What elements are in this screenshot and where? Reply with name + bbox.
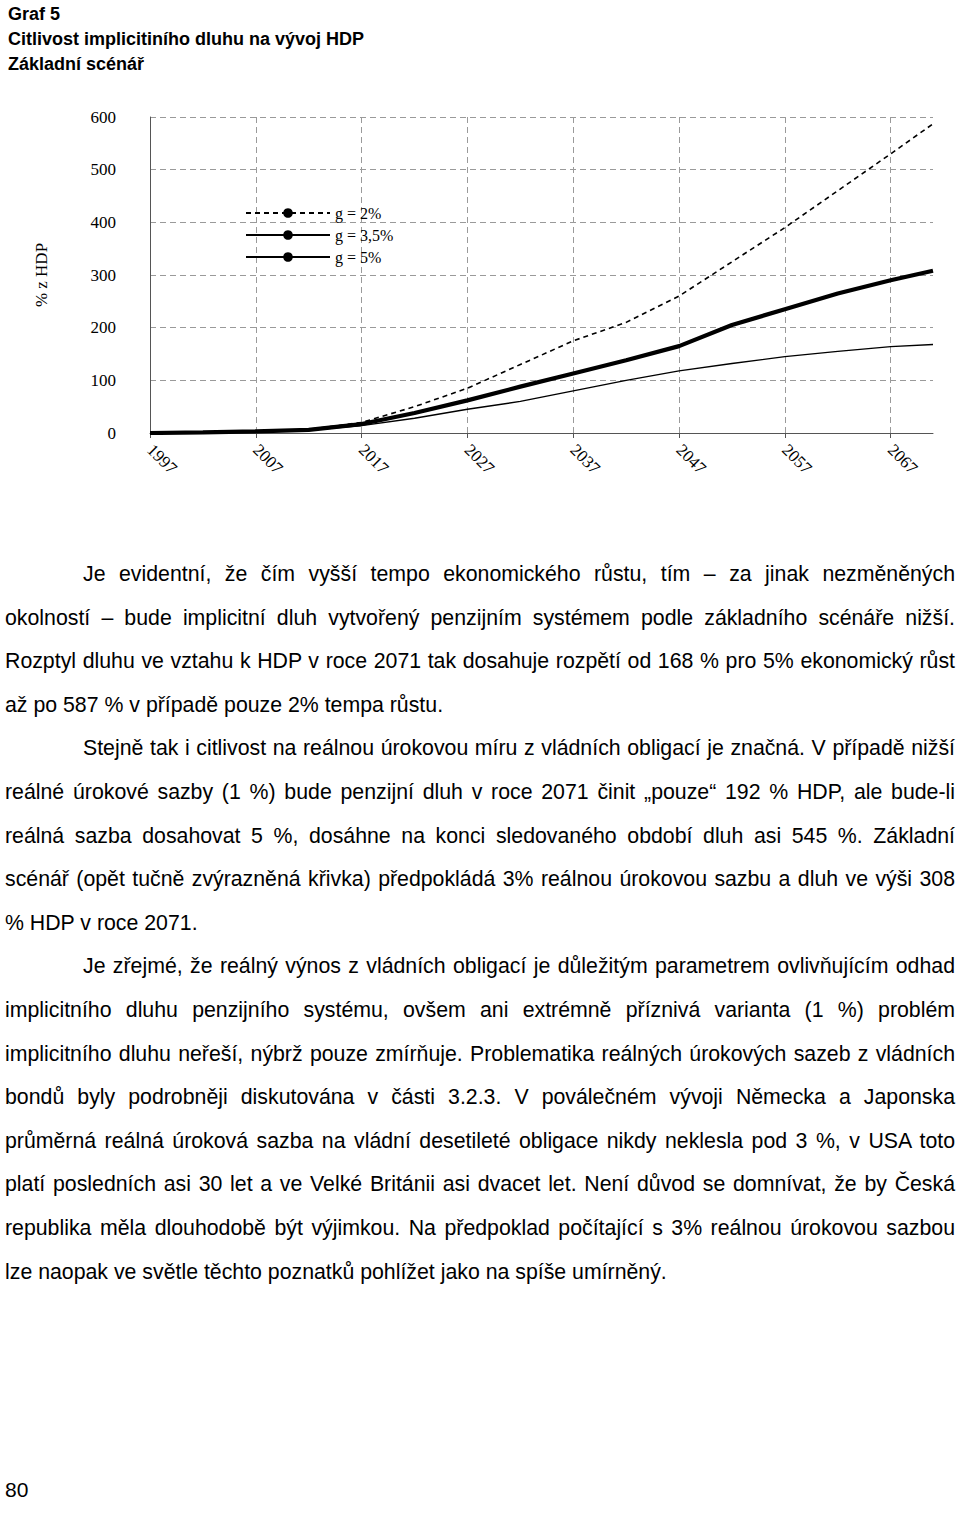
svg-text:2057: 2057	[778, 440, 815, 477]
html-text:Je zřejmé, že reálný výnos z v: Je zřejmé, že reálný výnos z vládních ob…	[5, 954, 955, 1284]
svg-text:100: 100	[91, 371, 117, 390]
svg-text:2007: 2007	[249, 440, 286, 477]
html-text:Je evidentní, že čím vyšší tem: Je evidentní, že čím vyšší tempo ekonomi…	[5, 562, 955, 717]
svg-text:2047: 2047	[672, 440, 709, 477]
svg-text:0: 0	[108, 424, 117, 443]
svg-text:% z HDP: % z HDP	[32, 243, 51, 307]
svg-text:200: 200	[91, 318, 117, 337]
html-text:Základní scénář: Základní scénář	[8, 54, 145, 74]
svg-text:g = 2%: g = 2%	[335, 205, 381, 223]
html-text:80: 80	[5, 1478, 29, 1501]
svg-text:2017: 2017	[355, 440, 392, 477]
svg-text:600: 600	[91, 108, 117, 127]
svg-text:1997: 1997	[143, 440, 180, 477]
svg-text:300: 300	[91, 266, 117, 285]
svg-text:g = 3,5%: g = 3,5%	[335, 227, 393, 245]
svg-text:g = 5%: g = 5%	[335, 249, 381, 267]
svg-text:400: 400	[91, 213, 117, 232]
svg-text:2027: 2027	[461, 440, 498, 477]
svg-text:500: 500	[91, 160, 117, 179]
svg-text:2067: 2067	[884, 440, 921, 477]
svg-text:2037: 2037	[567, 440, 604, 477]
html-text:Citlivost implicitiního dluhu: Citlivost implicitiního dluhu na vývoj H…	[8, 29, 364, 49]
html-text:Stejně tak i citlivost na reál: Stejně tak i citlivost na reálnou úrokov…	[5, 736, 955, 935]
html-text:Graf 5: Graf 5	[8, 4, 60, 24]
